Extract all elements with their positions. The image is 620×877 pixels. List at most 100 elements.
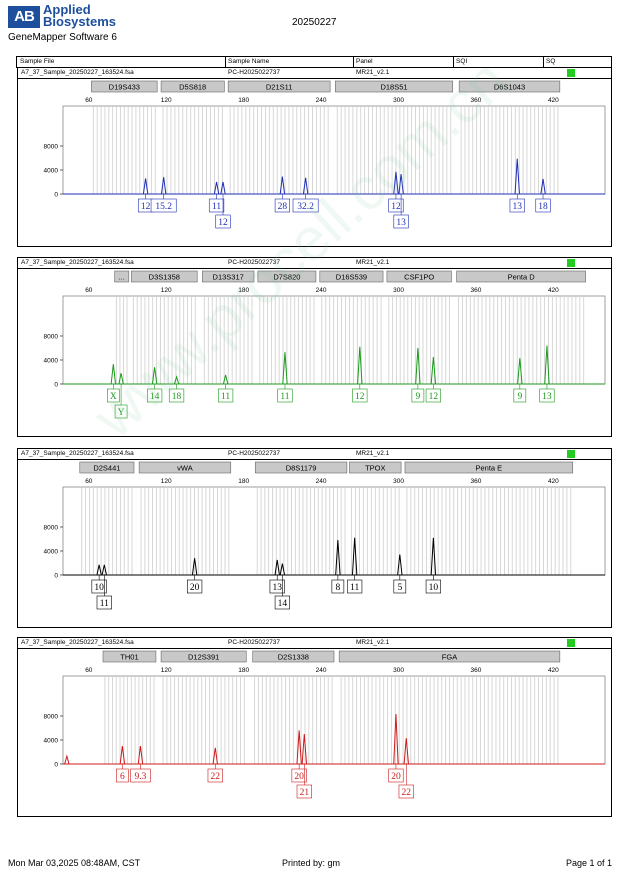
col-sq: SQ — [546, 58, 556, 65]
locus-bin — [319, 270, 384, 283]
peak — [96, 564, 102, 576]
panel-sample-file: A7_37_Sample_20250227_163524.fsa — [21, 639, 134, 646]
peak — [64, 754, 70, 765]
allele-label: X — [110, 392, 117, 402]
allele-label: 6 — [120, 772, 125, 782]
y-tick-label: 8000 — [44, 525, 59, 532]
locus-label: D18S51 — [380, 83, 407, 92]
allele-label: 15.2 — [155, 202, 172, 212]
allele-label: 12 — [429, 392, 439, 402]
electropherogram-green: ... D3S1358 D13S317 D7S820 D16S539 CSF1PO Pent… — [44, 270, 606, 419]
allele-box — [509, 198, 525, 213]
x-tick-label: 240 — [316, 287, 327, 294]
peak — [220, 181, 226, 195]
allele-label: 12 — [391, 202, 401, 212]
panel-sample-name: PC-H2025022737 — [228, 69, 281, 76]
locus-label: FGA — [442, 653, 457, 662]
electropherogram-panel-black: A7_37_Sample_20250227_163524.fsa PC-H202… — [17, 448, 612, 628]
panel-name: MR21_v2.1 — [356, 639, 390, 646]
x-tick-label: 180 — [238, 287, 249, 294]
allele-box — [296, 784, 312, 799]
locus-bin — [160, 80, 225, 93]
panel-name: MR21_v2.1 — [356, 69, 390, 76]
allele-label: 21 — [300, 788, 310, 798]
allele-box — [425, 388, 441, 403]
electropherogram-panel-red: A7_37_Sample_20250227_163524.fsa PC-H202… — [17, 637, 612, 817]
peak — [279, 563, 286, 576]
allele-box — [291, 768, 307, 783]
locus-label: D16S539 — [336, 273, 367, 282]
allele-box — [207, 768, 223, 783]
allele-label: 20 — [190, 583, 200, 593]
allele-box — [269, 579, 285, 594]
locus-label: D7S820 — [273, 273, 300, 282]
x-tick-label: 300 — [393, 97, 404, 104]
locus-bin — [202, 270, 255, 283]
col-sample-name: Sample Name — [228, 58, 270, 65]
allele-box — [411, 388, 425, 403]
peak — [160, 177, 167, 195]
allele-box — [114, 404, 128, 419]
brand-name: Applied Biosystems — [43, 3, 116, 29]
panel-sample-name: PC-H2025022737 — [228, 450, 281, 457]
allele-box — [208, 198, 225, 213]
allele-box — [218, 388, 234, 403]
y-tick-label: 4000 — [44, 738, 59, 745]
locus-label: D2S441 — [93, 464, 120, 473]
peak — [191, 558, 198, 576]
quality-indicator — [567, 639, 575, 647]
peak — [282, 352, 288, 385]
software-name: GeneMapper Software 6 — [8, 32, 117, 43]
locus-label: D2S1338 — [278, 653, 309, 662]
peak — [540, 178, 546, 195]
y-tick-label: 8000 — [44, 334, 59, 341]
peak — [544, 345, 550, 385]
allele-box — [187, 579, 203, 594]
allele-label: 20 — [391, 772, 401, 782]
locus-bin — [160, 650, 247, 663]
locus-bin — [334, 80, 454, 93]
locus-bin — [131, 270, 198, 283]
allele-label: 28 — [278, 202, 288, 212]
peak — [137, 745, 144, 765]
allele-box — [277, 388, 293, 403]
locus-bin — [114, 270, 130, 283]
x-tick-label: 60 — [85, 667, 93, 674]
peak — [302, 177, 309, 195]
peak — [222, 374, 229, 385]
allele-label: 11 — [100, 599, 109, 609]
quality-indicator — [567, 69, 575, 77]
electropherogram-black: D2S441 vWA D8S1179 TPOX Penta E 60 120 180 240 30… — [44, 461, 606, 610]
peak — [393, 714, 399, 765]
allele-label: 11 — [212, 202, 221, 212]
plot-frame — [62, 105, 606, 195]
applied-biosystems-logo: AB — [8, 6, 40, 28]
electropherogram-panel-blue: A7_37_Sample_20250227_163524.fsa PC-H202… — [17, 67, 612, 247]
allele-box — [331, 579, 345, 594]
quality-indicator — [567, 259, 575, 267]
allele-box — [107, 388, 120, 403]
brand-line-2: Biosystems — [43, 14, 116, 29]
allele-label: 13 — [542, 392, 552, 402]
allele-label: 10 — [94, 583, 104, 593]
locus-bin — [254, 461, 348, 474]
allele-label: 32.2 — [297, 202, 314, 212]
locus-label: CSF1PO — [404, 273, 434, 282]
locus-bin — [252, 650, 335, 663]
locus-bin — [257, 270, 317, 283]
allele-box — [91, 579, 107, 594]
x-tick-label: 60 — [85, 97, 93, 104]
allele-box — [393, 214, 409, 229]
y-tick-label: 0 — [54, 762, 58, 769]
locus-bin — [458, 80, 561, 93]
peak — [279, 176, 286, 195]
footer-timestamp: Mon Mar 03,2025 08:48AM, CST — [8, 858, 141, 868]
peak — [142, 178, 149, 195]
panel-title-row: A7_37_Sample_20250227_163524.fsa PC-H202… — [18, 68, 611, 79]
allele-label: 20 — [294, 772, 304, 782]
peak — [430, 356, 437, 385]
x-tick-label: 180 — [238, 667, 249, 674]
allele-box — [535, 198, 551, 213]
allele-label: 11 — [350, 583, 359, 593]
